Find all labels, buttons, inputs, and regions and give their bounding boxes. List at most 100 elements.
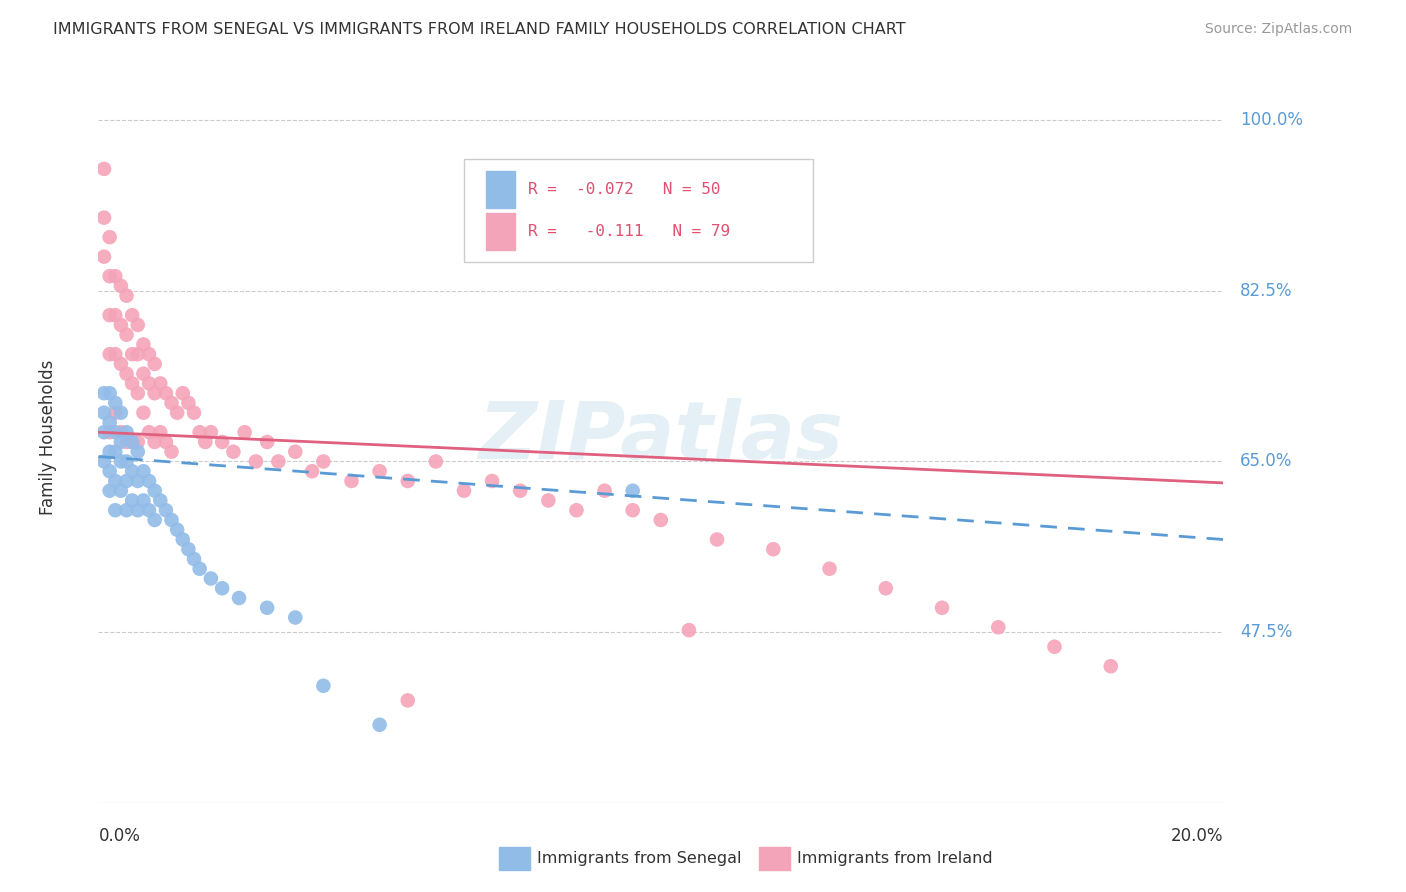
Point	[121, 434, 143, 449]
Point	[98, 483, 121, 498]
Point	[115, 503, 138, 517]
Point	[818, 562, 841, 576]
Point	[127, 347, 149, 361]
Point	[127, 434, 149, 449]
Point	[104, 474, 127, 488]
Point	[121, 464, 143, 478]
Point	[104, 503, 127, 517]
Point	[368, 464, 391, 478]
Point	[149, 493, 172, 508]
Point	[396, 474, 419, 488]
Point	[177, 396, 200, 410]
Point	[132, 406, 155, 420]
Point	[211, 434, 233, 449]
Point	[121, 493, 143, 508]
Point	[160, 513, 183, 527]
Point	[104, 406, 127, 420]
Text: Immigrants from Senegal: Immigrants from Senegal	[537, 852, 741, 866]
Point	[104, 444, 127, 458]
Point	[121, 434, 143, 449]
Bar	[486, 171, 515, 208]
Point	[160, 396, 183, 410]
Point	[104, 347, 127, 361]
Point	[706, 533, 728, 547]
Point	[127, 386, 149, 401]
Point	[98, 269, 121, 284]
Text: Family Households: Family Households	[39, 359, 56, 515]
Point	[228, 591, 250, 605]
Point	[115, 454, 138, 468]
Point	[98, 425, 121, 440]
Point	[593, 483, 616, 498]
Point	[98, 308, 121, 322]
Point	[93, 250, 115, 264]
Text: Source: ZipAtlas.com: Source: ZipAtlas.com	[1205, 22, 1353, 37]
Point	[312, 454, 335, 468]
Point	[762, 542, 785, 557]
Point	[155, 503, 177, 517]
Text: 82.5%: 82.5%	[1240, 282, 1292, 300]
Point	[340, 474, 363, 488]
Point	[93, 386, 115, 401]
Point	[121, 376, 143, 391]
Point	[132, 337, 155, 351]
Point	[233, 425, 256, 440]
Point	[138, 474, 160, 488]
Point	[138, 503, 160, 517]
Point	[98, 347, 121, 361]
Point	[1099, 659, 1122, 673]
Point	[98, 386, 121, 401]
Point	[110, 454, 132, 468]
Text: 0.0%: 0.0%	[98, 827, 141, 846]
Point	[115, 474, 138, 488]
Point	[93, 211, 115, 225]
Point	[166, 523, 188, 537]
Text: R =  -0.072   N = 50: R = -0.072 N = 50	[529, 182, 721, 197]
Point	[650, 513, 672, 527]
Point	[177, 542, 200, 557]
Point	[425, 454, 447, 468]
Text: 47.5%: 47.5%	[1240, 624, 1292, 641]
Point	[931, 600, 953, 615]
Point	[987, 620, 1010, 634]
Point	[509, 483, 531, 498]
Point	[110, 406, 132, 420]
Point	[93, 161, 115, 176]
Point	[284, 610, 307, 624]
Text: Immigrants from Ireland: Immigrants from Ireland	[797, 852, 993, 866]
Point	[211, 581, 233, 595]
Point	[149, 376, 172, 391]
Text: R =   -0.111   N = 79: R = -0.111 N = 79	[529, 224, 730, 239]
Point	[138, 376, 160, 391]
Point	[121, 347, 143, 361]
Point	[121, 308, 143, 322]
Point	[132, 464, 155, 478]
Point	[267, 454, 290, 468]
Point	[256, 434, 278, 449]
Point	[149, 425, 172, 440]
Point	[481, 474, 503, 488]
Point	[256, 600, 278, 615]
Point	[93, 454, 115, 468]
Point	[301, 464, 323, 478]
Bar	[486, 213, 515, 250]
Text: 65.0%: 65.0%	[1240, 452, 1292, 470]
Point	[110, 318, 132, 332]
Point	[93, 406, 115, 420]
Point	[678, 623, 700, 637]
Point	[138, 425, 160, 440]
Text: 100.0%: 100.0%	[1240, 112, 1303, 129]
Point	[132, 493, 155, 508]
Point	[143, 513, 166, 527]
Point	[115, 425, 138, 440]
Point	[537, 493, 560, 508]
Point	[104, 269, 127, 284]
Point	[104, 396, 127, 410]
Text: 20.0%: 20.0%	[1171, 827, 1223, 846]
Text: ZIPatlas: ZIPatlas	[478, 398, 844, 476]
Point	[172, 533, 194, 547]
Point	[127, 503, 149, 517]
Point	[127, 444, 149, 458]
Point	[110, 483, 132, 498]
Point	[200, 572, 222, 586]
